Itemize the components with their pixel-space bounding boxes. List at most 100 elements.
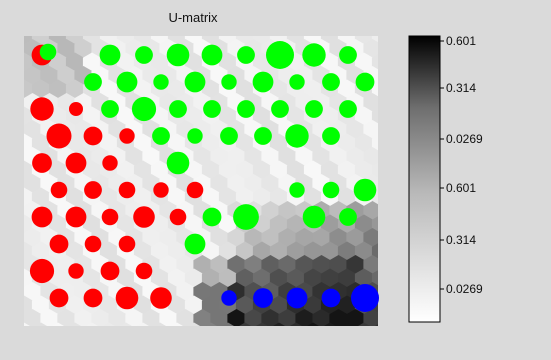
hit-marker-red (83, 288, 103, 308)
u-matrix-cell (252, 187, 272, 209)
hit-marker-green (135, 46, 153, 64)
u-matrix-cell (278, 255, 297, 276)
u-matrix-cell (354, 133, 374, 155)
u-matrix-cell (57, 66, 76, 87)
u-matrix-cell (252, 268, 272, 290)
hit-marker-red (100, 261, 120, 281)
u-matrix-cell (159, 228, 178, 249)
u-matrix-cell (337, 187, 357, 209)
u-matrix-cell (320, 241, 340, 263)
hit-marker-red (83, 126, 103, 146)
u-matrix-cell (82, 106, 102, 128)
hit-marker-green (84, 73, 102, 91)
u-matrix-cell (0, 323, 16, 344)
u-matrix-cell (201, 268, 221, 290)
hit-marker-green (99, 44, 121, 66)
u-matrix-cell (303, 241, 323, 263)
u-matrix-cell (116, 214, 136, 236)
u-matrix-cell (0, 107, 16, 128)
u-matrix-cell (74, 39, 93, 60)
u-matrix-cell (108, 309, 127, 326)
u-matrix-cell (142, 228, 161, 249)
u-matrix-cell (184, 160, 204, 182)
hit-marker-green (322, 127, 340, 145)
u-matrix-cell (380, 201, 398, 222)
u-matrix-cell (380, 255, 398, 276)
u-matrix-cell (40, 66, 59, 87)
u-matrix-cell (24, 124, 25, 137)
hit-marker-green (169, 100, 187, 118)
u-matrix-cell (303, 133, 323, 155)
hit-marker-green (237, 46, 255, 64)
u-matrix-cell (187, 322, 201, 326)
u-matrix-cell (99, 133, 119, 155)
colorbar-tick-label: 0.314 (446, 81, 476, 95)
u-matrix-cell (380, 66, 398, 87)
u-matrix-cell (272, 322, 286, 326)
hit-marker-blue (286, 287, 308, 309)
hit-marker-green (201, 44, 223, 66)
chart-title: U-matrix (168, 10, 218, 25)
hit-markers (29, 41, 379, 312)
u-matrix-cell (193, 309, 212, 326)
u-matrix-cell (303, 268, 323, 290)
hit-marker-green (271, 100, 289, 118)
u-matrix-cell (235, 268, 255, 290)
u-matrix-cell (329, 12, 347, 33)
u-matrix-cell (303, 187, 323, 209)
u-matrix-cell (312, 309, 331, 326)
u-matrix-cell (286, 241, 306, 263)
u-matrix-cell (31, 79, 51, 101)
u-matrix-cell (320, 268, 340, 290)
u-matrix-cell (235, 187, 255, 209)
u-matrix-cell (278, 147, 297, 168)
u-matrix-cell (269, 133, 289, 155)
u-matrix-cell (354, 160, 374, 182)
u-matrix-cell (40, 309, 59, 326)
u-matrix-cell (6, 12, 24, 33)
u-matrix-cell (227, 147, 246, 168)
hit-marker-green (187, 128, 203, 144)
u-matrix-cell (65, 52, 85, 74)
u-matrix-cell (184, 106, 204, 128)
u-matrix-cell (102, 322, 116, 326)
u-matrix-cell (24, 43, 25, 56)
u-matrix-cell (24, 178, 25, 191)
colorbar-tick-label: 0.0269 (446, 132, 483, 146)
u-matrix-cell (380, 309, 398, 330)
u-matrix-cell (167, 241, 187, 263)
u-matrix-cell (65, 187, 85, 209)
u-matrix-cell (31, 133, 51, 155)
hit-marker-red (84, 181, 102, 199)
u-matrix-cell (244, 309, 263, 326)
u-matrix-cell (227, 309, 246, 326)
u-matrix-cell (312, 228, 331, 249)
u-matrix-cell (286, 268, 306, 290)
u-matrix-cell (150, 160, 170, 182)
u-matrix-cell (24, 151, 25, 164)
u-matrix-cell (346, 309, 365, 326)
u-matrix-cell (337, 268, 357, 290)
u-matrix-cell (329, 147, 348, 168)
hit-marker-green (101, 100, 119, 118)
u-matrix-cell (82, 52, 102, 74)
u-matrix-cell (210, 255, 229, 276)
u-matrix-cell (235, 295, 255, 317)
hit-marker-green (131, 96, 157, 122)
hit-marker-red (115, 286, 139, 310)
hit-marker-red (29, 258, 55, 284)
hit-marker-red (84, 235, 102, 253)
colorbar-ticks: 0.601 0.314 0.0269 0.601 0.314 0.0269 (440, 34, 483, 296)
hit-marker-green (184, 71, 206, 93)
u-matrix-cell (150, 241, 170, 263)
colorbar-tick-label: 0.601 (446, 181, 476, 195)
u-matrix-cell (48, 106, 68, 128)
u-matrix-cell (346, 255, 365, 276)
u-matrix-cell (74, 12, 92, 33)
u-matrix-cell (0, 80, 16, 101)
hit-marker-green (339, 46, 357, 64)
colorbar-tick-label: 0.314 (446, 233, 476, 247)
u-matrix-cell (65, 241, 85, 263)
u-matrix-cell (320, 160, 340, 182)
u-matrix-cell (116, 52, 136, 74)
